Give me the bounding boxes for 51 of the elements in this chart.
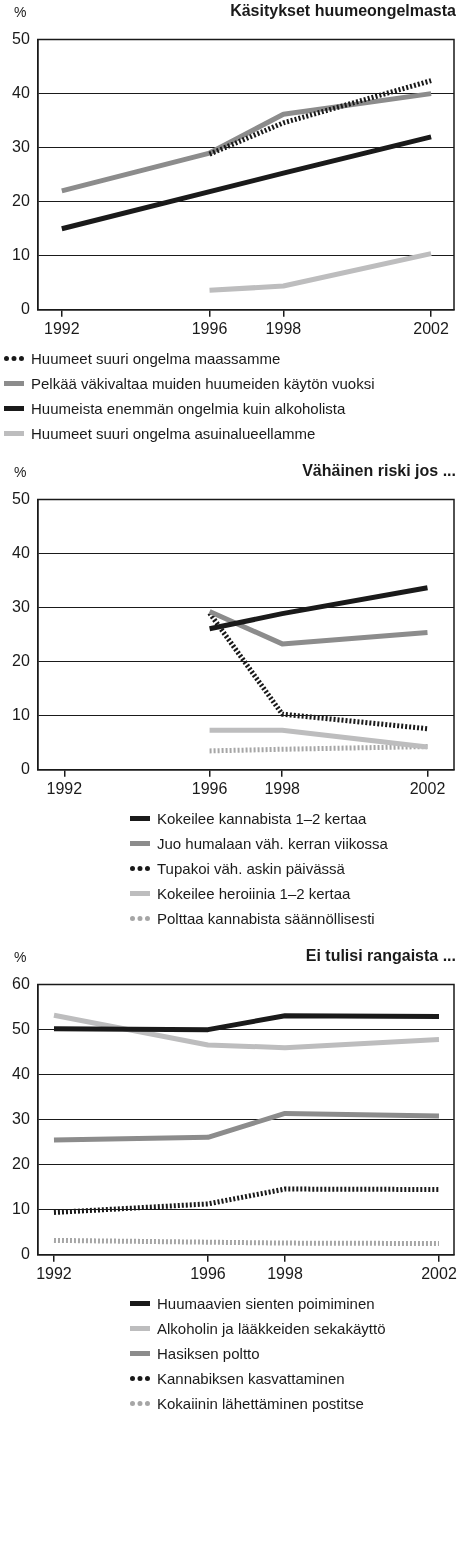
y-tick-label: 10	[12, 706, 30, 724]
chart-title: Vähäinen riski jos ...	[302, 462, 456, 480]
x-tick-label: 1998	[265, 319, 302, 337]
x-tick-label: 2002	[409, 779, 446, 797]
y-tick-label: 30	[12, 598, 30, 616]
legend-label: Huumaavien sienten poimiminen	[157, 1295, 375, 1312]
y-tick-label: 20	[12, 1155, 30, 1173]
y-tick-label: 30	[12, 1110, 30, 1128]
y-tick-label: 30	[12, 138, 30, 156]
x-tick-label: 2002	[421, 1264, 457, 1282]
chart-title: Käsitykset huumeongelmasta	[230, 2, 456, 20]
legend-label: Kokaiinin lähettäminen postitse	[157, 1395, 364, 1412]
y-tick-label: 10	[12, 246, 30, 264]
x-tick-label: 1998	[264, 779, 301, 797]
y-axis-title: %	[14, 4, 27, 20]
legend-label: Polttaa kannabista säännöllisesti	[157, 910, 375, 927]
legend-label: Huumeet suuri ongelma asuinalueellamme	[31, 425, 316, 442]
chart-title: Ei tulisi rangaista ...	[305, 947, 456, 965]
y-tick-label: 60	[12, 975, 30, 993]
x-tick-label: 1996	[191, 319, 228, 337]
x-tick-label: 1992	[46, 779, 83, 797]
legend-label: Huumeet suuri ongelma maassamme	[31, 350, 281, 367]
y-axis-title: %	[14, 464, 27, 480]
y-tick-label: 50	[12, 30, 30, 48]
legend-label: Huumeista enemmän ongelmia kuin alkoholista	[31, 400, 346, 417]
y-tick-label: 10	[12, 1200, 30, 1218]
legend-label: Kokeilee heroiinia 1–2 kertaa	[157, 885, 351, 902]
y-tick-label: 0	[20, 300, 30, 318]
x-tick-label: 1996	[191, 779, 228, 797]
x-tick-label: 1998	[267, 1264, 303, 1282]
y-axis-title: %	[14, 949, 27, 965]
legend-label: Hasiksen poltto	[157, 1345, 260, 1362]
legend-label: Kokeilee kannabista 1–2 kertaa	[157, 810, 367, 827]
y-tick-label: 0	[20, 760, 30, 778]
legend-label: Juo humalaan väh. kerran viikossa	[157, 835, 388, 852]
y-tick-label: 40	[12, 544, 30, 562]
y-tick-label: 50	[12, 1020, 30, 1038]
y-tick-label: 0	[20, 1245, 30, 1263]
x-tick-label: 1992	[36, 1264, 72, 1282]
legend-label: Alkoholin ja lääkkeiden sekakäyttö	[157, 1320, 386, 1337]
y-tick-label: 20	[12, 652, 30, 670]
legend-label: Tupakoi väh. askin päivässä	[157, 860, 345, 877]
x-tick-label: 1996	[190, 1264, 226, 1282]
y-tick-label: 20	[12, 192, 30, 210]
x-tick-label: 1992	[44, 319, 80, 337]
x-tick-label: 2002	[413, 319, 449, 337]
legend-label: Kannabiksen kasvattaminen	[157, 1370, 345, 1387]
legend-label: Pelkää väkivaltaa muiden huumeiden käytön vuoksi	[31, 375, 375, 392]
y-tick-label: 40	[12, 1065, 30, 1083]
y-tick-label: 50	[12, 490, 30, 508]
y-tick-label: 40	[12, 84, 30, 102]
